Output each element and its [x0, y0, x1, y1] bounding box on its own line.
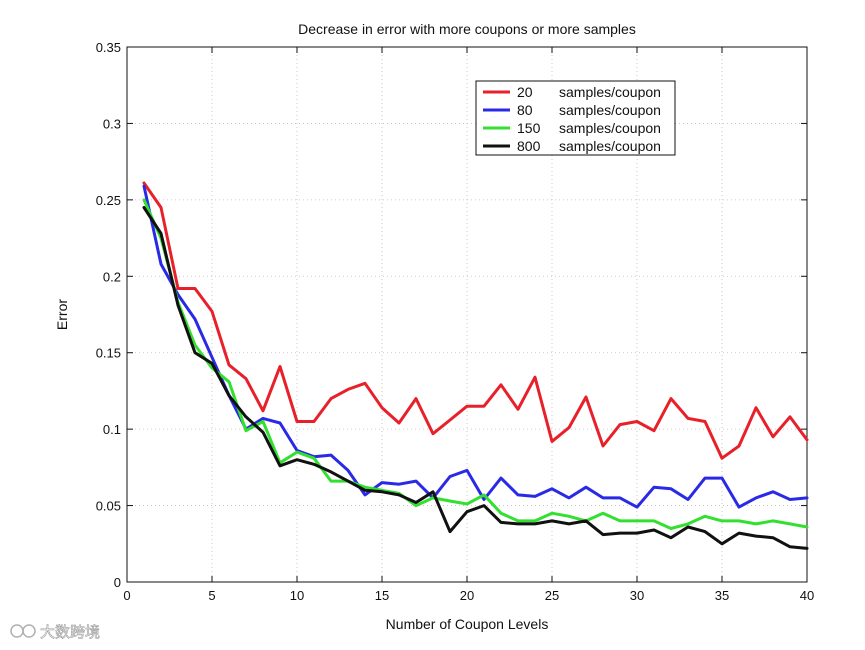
legend: 20 samples/coupon 80 samples/coupon 150 sampl…	[475, 80, 676, 156]
series-line-20	[142, 181, 809, 460]
legend-label: 150	[517, 120, 541, 136]
y-tick-label: 0.05	[96, 499, 121, 514]
x-tick-label: 30	[630, 588, 644, 603]
x-tick-label: 15	[375, 588, 389, 603]
axes: 0 5 10 15 20 25 30 35 40 0 0.05 0.1 0.15 0.2 0.25 0.3 0.…	[96, 40, 815, 603]
y-tick-label: 0	[114, 575, 121, 590]
legend-label-suffix: samples/coupon	[559, 102, 661, 118]
legend-label: 800	[517, 138, 541, 154]
legend-label-suffix: samples/coupon	[559, 84, 661, 100]
series-layer	[142, 181, 809, 550]
y-tick-label: 0.1	[103, 422, 121, 437]
legend-label-suffix: samples/coupon	[559, 138, 661, 154]
watermark: 大数跨境	[10, 623, 100, 641]
watermark-text: 大数跨境	[40, 623, 100, 641]
x-axis-label: Number of Coupon Levels	[386, 616, 549, 632]
chart-title: Decrease in error with more coupons or m…	[298, 21, 636, 37]
grid	[127, 47, 807, 582]
legend-label: 80	[517, 102, 533, 118]
y-tick-label: 0.35	[96, 40, 121, 55]
x-tick-label: 25	[545, 588, 559, 603]
y-axis-label: Error	[54, 299, 70, 330]
y-tick-label: 0.25	[96, 193, 121, 208]
y-tick-label: 0.15	[96, 346, 121, 361]
watermark-logo-icon-2	[22, 624, 36, 638]
y-tick-label: 0.2	[103, 269, 121, 284]
x-tick-label: 40	[800, 588, 814, 603]
x-tick-label: 10	[290, 588, 304, 603]
x-tick-label: 0	[123, 588, 130, 603]
legend-label: 20	[517, 84, 533, 100]
series-line-800	[142, 206, 809, 550]
x-tick-label: 5	[208, 588, 215, 603]
x-tick-label: 20	[460, 588, 474, 603]
legend-label-suffix: samples/coupon	[559, 120, 661, 136]
y-tick-label: 0.3	[103, 116, 121, 131]
x-tick-label: 35	[715, 588, 729, 603]
